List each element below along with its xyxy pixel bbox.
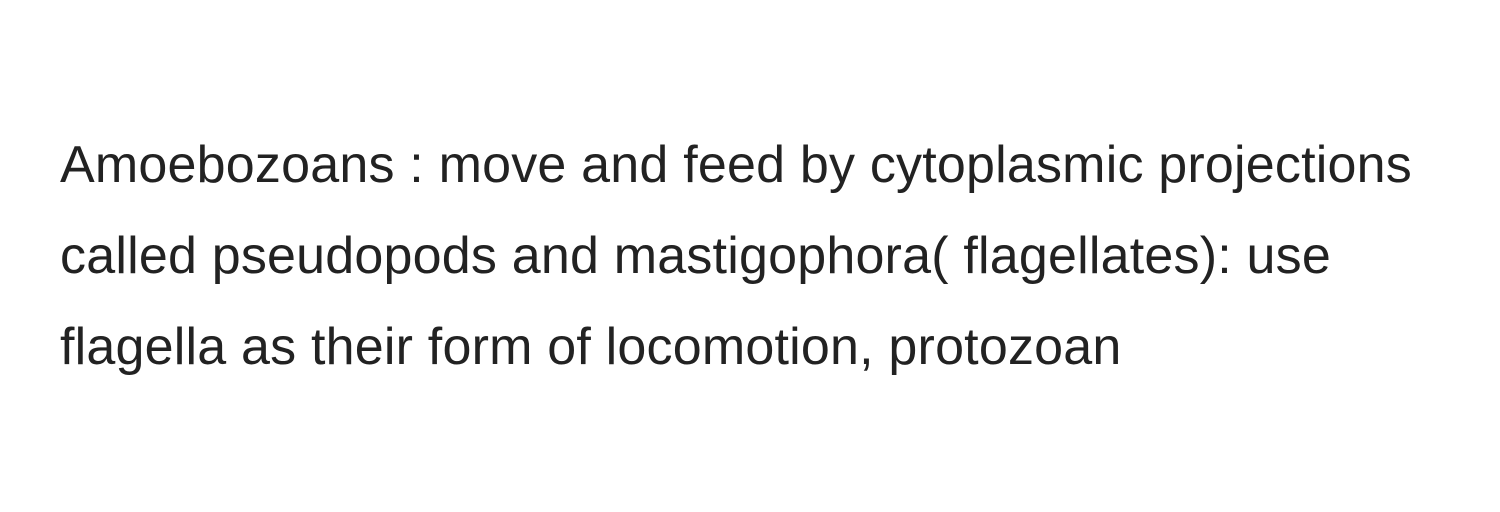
- document-text: Amoebozoans : move and feed by cytoplasm…: [60, 120, 1440, 393]
